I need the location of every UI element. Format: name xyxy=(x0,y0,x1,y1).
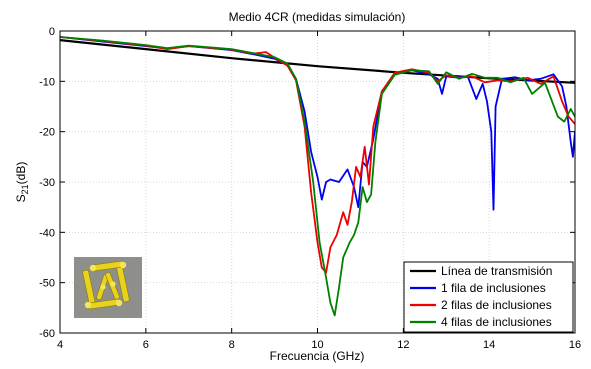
x-tick-label: 6 xyxy=(143,339,149,351)
y-axis-label-main: S xyxy=(14,194,28,202)
y-tick-label: -30 xyxy=(39,177,55,189)
y-tick-label: -10 xyxy=(39,76,55,88)
y-tick-label: -60 xyxy=(39,328,55,340)
x-tick-label: 16 xyxy=(569,339,581,351)
legend-box xyxy=(403,261,574,333)
y-axis-label-sub: 21 xyxy=(20,184,30,194)
y-tick-label: 0 xyxy=(49,26,55,38)
x-tick-label: 10 xyxy=(311,339,323,351)
series-layer xyxy=(60,36,575,317)
x-tick-label: 8 xyxy=(229,339,235,351)
legend: Línea de transmisión 1 fila de inclusione… xyxy=(403,261,574,333)
axis-ticks: 4 6 8 10 12 14 16 0 -10 -20 -30 -40 -50 -60 xyxy=(39,26,581,351)
series-line-3 xyxy=(60,36,575,317)
y-axis-label: S21(dB) xyxy=(14,162,30,203)
legend-label: 2 filas de inclusiones xyxy=(441,298,552,312)
split-ring-resonator-cube-icon xyxy=(74,257,142,318)
legend-label: 4 filas de inclusiones xyxy=(441,315,552,329)
y-axis-label-rest: (dB) xyxy=(14,162,28,185)
x-tick-label: 14 xyxy=(483,339,495,351)
y-tick-label: -20 xyxy=(39,127,55,139)
x-axis-label: Frecuencia (GHz) xyxy=(270,349,365,363)
x-tick-label: 4 xyxy=(57,339,63,351)
series-line-2 xyxy=(60,36,575,274)
chart-title: Medio 4CR (medidas simulación) xyxy=(229,10,406,24)
x-tick-label: 12 xyxy=(397,339,409,351)
y-tick-label: -40 xyxy=(39,227,55,239)
legend-label: Línea de transmisión xyxy=(441,264,552,278)
y-tick-label: -50 xyxy=(39,278,55,290)
legend-label: 1 fila de inclusiones xyxy=(441,281,546,295)
